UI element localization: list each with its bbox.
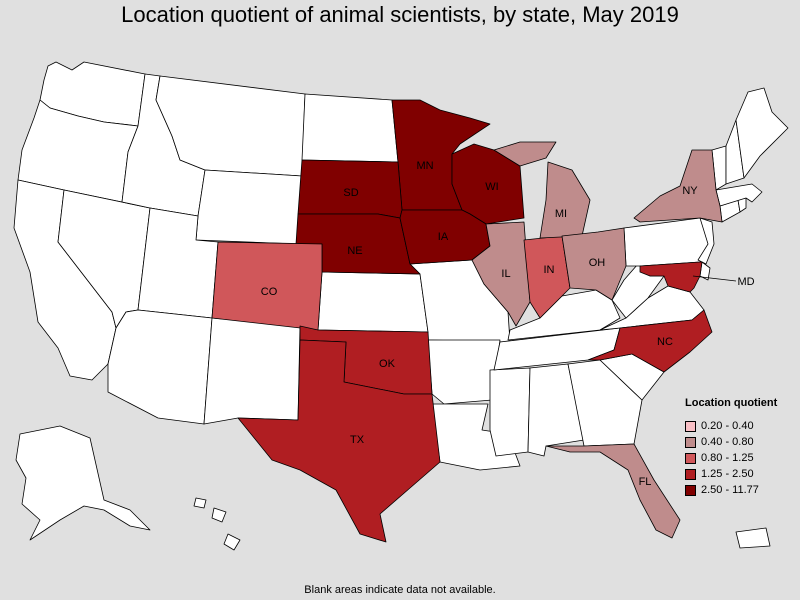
state-nd[interactable] bbox=[301, 93, 399, 163]
legend-item: 0.80 - 1.25 bbox=[685, 450, 777, 466]
state-nj[interactable] bbox=[697, 217, 715, 265]
state-wi[interactable] bbox=[451, 143, 525, 225]
label-oh: OH bbox=[589, 257, 606, 269]
label-fl: FL bbox=[639, 476, 652, 488]
label-ne: NE bbox=[347, 245, 362, 257]
state-fl[interactable] bbox=[545, 443, 681, 539]
label-wi: WI bbox=[485, 181, 498, 193]
label-ia: IA bbox=[438, 231, 449, 243]
state-wy[interactable] bbox=[195, 169, 303, 245]
label-tx: TX bbox=[350, 434, 365, 446]
label-ok: OK bbox=[379, 358, 396, 370]
legend-item: 0.40 - 0.80 bbox=[685, 434, 777, 450]
state-oh[interactable] bbox=[561, 227, 627, 301]
map-title: Location quotient of animal scientists, … bbox=[121, 2, 679, 27]
state-ms[interactable] bbox=[489, 367, 531, 457]
state-hi[interactable] bbox=[193, 497, 241, 551]
label-in: IN bbox=[544, 264, 555, 276]
state-me[interactable] bbox=[735, 87, 789, 179]
legend-item: 1.25 - 2.50 bbox=[685, 466, 777, 482]
label-md: MD bbox=[737, 276, 754, 288]
legend-swatch bbox=[685, 436, 696, 448]
label-sd: SD bbox=[343, 187, 358, 199]
state-md[interactable] bbox=[639, 261, 703, 293]
state-pr[interactable] bbox=[735, 527, 771, 549]
label-nc: NC bbox=[657, 336, 673, 348]
legend-swatch bbox=[685, 420, 696, 432]
state-nm[interactable] bbox=[203, 317, 301, 425]
label-mi: MI bbox=[555, 208, 567, 220]
state-tx[interactable] bbox=[237, 339, 441, 543]
state-az[interactable] bbox=[107, 309, 213, 425]
legend-item: 2.50 - 11.77 bbox=[685, 482, 777, 498]
legend-label: 0.40 - 0.80 bbox=[701, 436, 754, 448]
md-leader-line bbox=[692, 275, 737, 282]
legend-label: 1.25 - 2.50 bbox=[701, 468, 754, 480]
state-ga[interactable] bbox=[567, 359, 643, 447]
label-mn: MN bbox=[416, 160, 433, 172]
legend-swatch bbox=[685, 484, 696, 496]
label-il: IL bbox=[501, 268, 510, 280]
legend-swatch bbox=[685, 452, 696, 464]
state-ny[interactable] bbox=[633, 149, 723, 223]
legend-label: 0.80 - 1.25 bbox=[701, 452, 754, 464]
legend-label: 0.20 - 0.40 bbox=[701, 420, 754, 432]
legend: Location quotient 0.20 - 0.40 0.40 - 0.8… bbox=[685, 397, 777, 498]
state-ak[interactable] bbox=[15, 425, 151, 541]
label-ny: NY bbox=[682, 185, 698, 197]
state-ks[interactable] bbox=[317, 271, 429, 333]
label-co: CO bbox=[261, 286, 278, 298]
legend-title: Location quotient bbox=[685, 397, 778, 409]
state-nc[interactable] bbox=[587, 309, 713, 373]
legend-swatch bbox=[685, 468, 696, 480]
footnote: Blank areas indicate data not available. bbox=[304, 584, 496, 596]
legend-label: 2.50 - 11.77 bbox=[701, 484, 759, 496]
legend-item: 0.20 - 0.40 bbox=[685, 418, 777, 434]
state-ar[interactable] bbox=[427, 339, 501, 405]
state-co[interactable] bbox=[211, 241, 323, 331]
